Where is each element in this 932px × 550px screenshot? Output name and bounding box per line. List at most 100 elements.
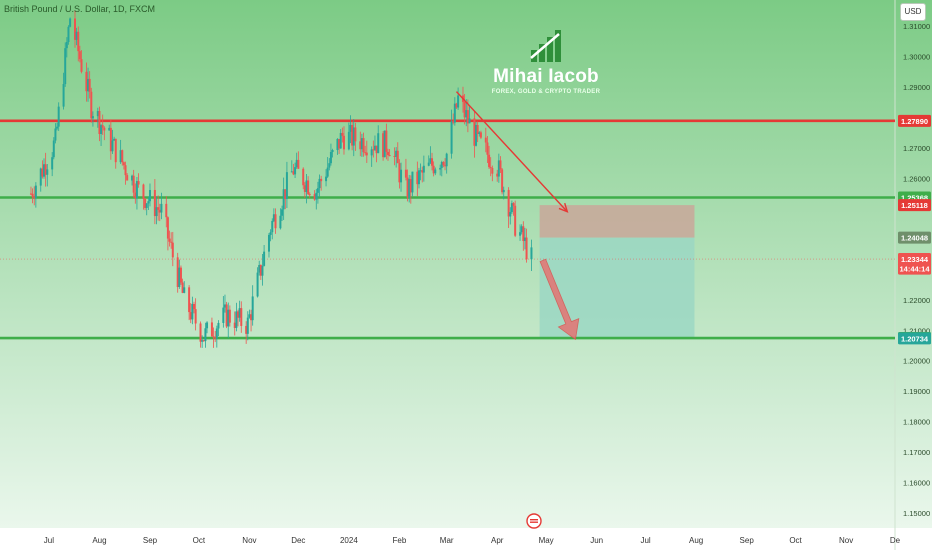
candle-body [279, 215, 282, 229]
candle-body [41, 168, 44, 177]
price-tick-label: 1.21000 [903, 326, 930, 335]
price-axis-badge-label: 1.20734 [901, 334, 929, 343]
candle-body [499, 160, 502, 170]
candle-body [85, 71, 88, 92]
candle-body [509, 212, 512, 217]
candle-body [261, 265, 264, 276]
candle-body [108, 127, 111, 131]
candle-body [212, 336, 215, 338]
candle-body [238, 308, 241, 318]
candle-body [240, 308, 243, 326]
price-axis-badge-label: 1.24048 [901, 234, 928, 243]
candle-body [388, 155, 391, 157]
candle-body [450, 121, 453, 154]
candle-body [214, 337, 217, 339]
candle-body [452, 121, 455, 123]
candle-body [132, 175, 135, 193]
candle-body [419, 170, 422, 172]
candle-body [69, 18, 72, 27]
price-axis-badge [898, 262, 931, 275]
candle-body [188, 287, 191, 313]
candle-body [475, 125, 478, 146]
candle-body [176, 257, 179, 288]
price-axis-badge-label: 1.23344 [901, 255, 929, 264]
candle-body [206, 322, 209, 329]
candle-body [267, 234, 270, 252]
candle-body [404, 169, 407, 178]
candle-body [46, 169, 49, 175]
candle-body [210, 322, 213, 337]
candle-body [422, 165, 425, 173]
candle-body [442, 161, 445, 166]
price-tick-label: 1.15000 [903, 509, 930, 518]
candle-body [406, 177, 409, 198]
candle-body [295, 159, 298, 168]
candle-body [320, 178, 323, 182]
candle-body [520, 226, 523, 233]
candle-body [514, 205, 517, 236]
candle-body [119, 150, 122, 163]
candle-body [339, 132, 342, 149]
price-tick-label: 1.27000 [903, 144, 930, 153]
candle-body [434, 169, 437, 174]
candle-body [351, 124, 354, 146]
candle-body [217, 322, 220, 329]
tradingview-logo-icon[interactable] [526, 513, 542, 529]
time-tick-label: Mar [440, 536, 454, 545]
candle-body [375, 145, 378, 154]
time-tick-label: Oct [789, 536, 802, 545]
candle-body [222, 307, 225, 323]
logo-bars-icon [530, 30, 561, 62]
time-tick-label: Jun [590, 536, 603, 545]
currency-button[interactable]: USD [900, 3, 926, 21]
candle-body [501, 169, 504, 193]
candle-body [336, 138, 339, 151]
candle-body [385, 130, 388, 152]
candle-body [165, 203, 168, 218]
candle-body [114, 138, 117, 163]
candle-body [395, 150, 398, 157]
candle-body [178, 267, 181, 288]
candle-body [473, 118, 476, 146]
candle-body [235, 311, 238, 328]
candle-body [439, 167, 442, 170]
candle-body [530, 247, 533, 260]
candle-body [109, 127, 112, 152]
candle-body [377, 133, 380, 154]
candle-body [204, 328, 207, 342]
candle-body [489, 167, 492, 169]
candle-body [147, 201, 150, 204]
candle-body [315, 192, 318, 200]
candle-body [67, 26, 70, 43]
candle-body [263, 251, 266, 266]
candle-body [383, 130, 386, 158]
symbol-title[interactable]: British Pound / U.S. Dollar, 1D, FXCM [4, 4, 156, 14]
candle-body [382, 133, 385, 158]
time-tick-label: Oct [193, 536, 206, 545]
candle-body [126, 175, 129, 181]
price-axis-badge-label: 1.25368 [901, 194, 928, 203]
candle-body [98, 110, 101, 135]
candle-body [308, 194, 311, 196]
time-tick-label: Aug [689, 536, 703, 545]
candle-body [52, 140, 55, 158]
time-tick-label: Jul [640, 536, 650, 545]
candle-body [148, 189, 151, 202]
candle-body [88, 78, 91, 92]
candle-body [194, 309, 197, 324]
time-tick-label: Nov [242, 536, 256, 545]
time-tick-label: Sep [740, 536, 755, 545]
candle-body [445, 153, 448, 167]
price-tick-label: 1.26000 [903, 174, 930, 183]
candle-body [364, 152, 367, 154]
candle-body [269, 232, 272, 235]
candle-body [202, 340, 205, 342]
candle-body [429, 158, 432, 163]
candle-body [290, 171, 293, 173]
price-axis-badge [898, 253, 931, 266]
candle-body [408, 179, 411, 198]
price-axis-badge-label: 1.25118 [901, 201, 928, 210]
candle-body [479, 132, 482, 138]
candle-body [245, 325, 248, 334]
